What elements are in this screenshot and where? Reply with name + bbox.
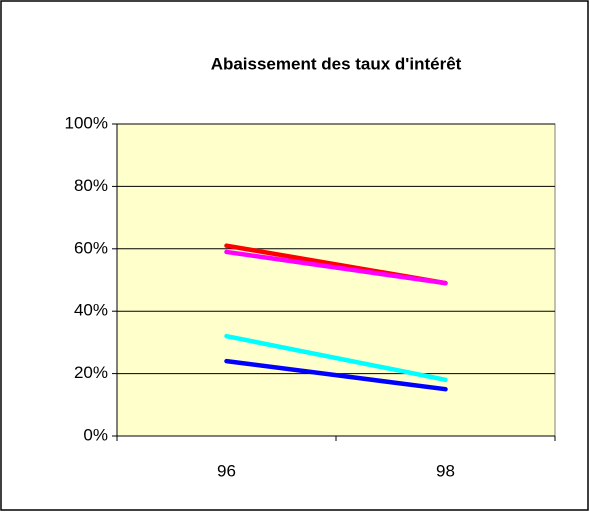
x-tick-label: 96 [217,461,236,480]
y-tick-label: 0% [83,425,108,444]
plot-area [116,123,556,437]
x-tick-label: 98 [436,461,455,480]
chart-title: Abaissement des taux d'intérêt [211,54,462,73]
y-tick-label: 80% [74,176,108,195]
series-line [224,358,448,392]
y-tick-label: 20% [74,363,108,382]
y-tick-label: 40% [74,301,108,320]
series-line [224,249,448,286]
series-line [224,333,448,383]
y-tick-label: 100% [65,113,108,132]
y-tick-label: 60% [74,238,108,257]
